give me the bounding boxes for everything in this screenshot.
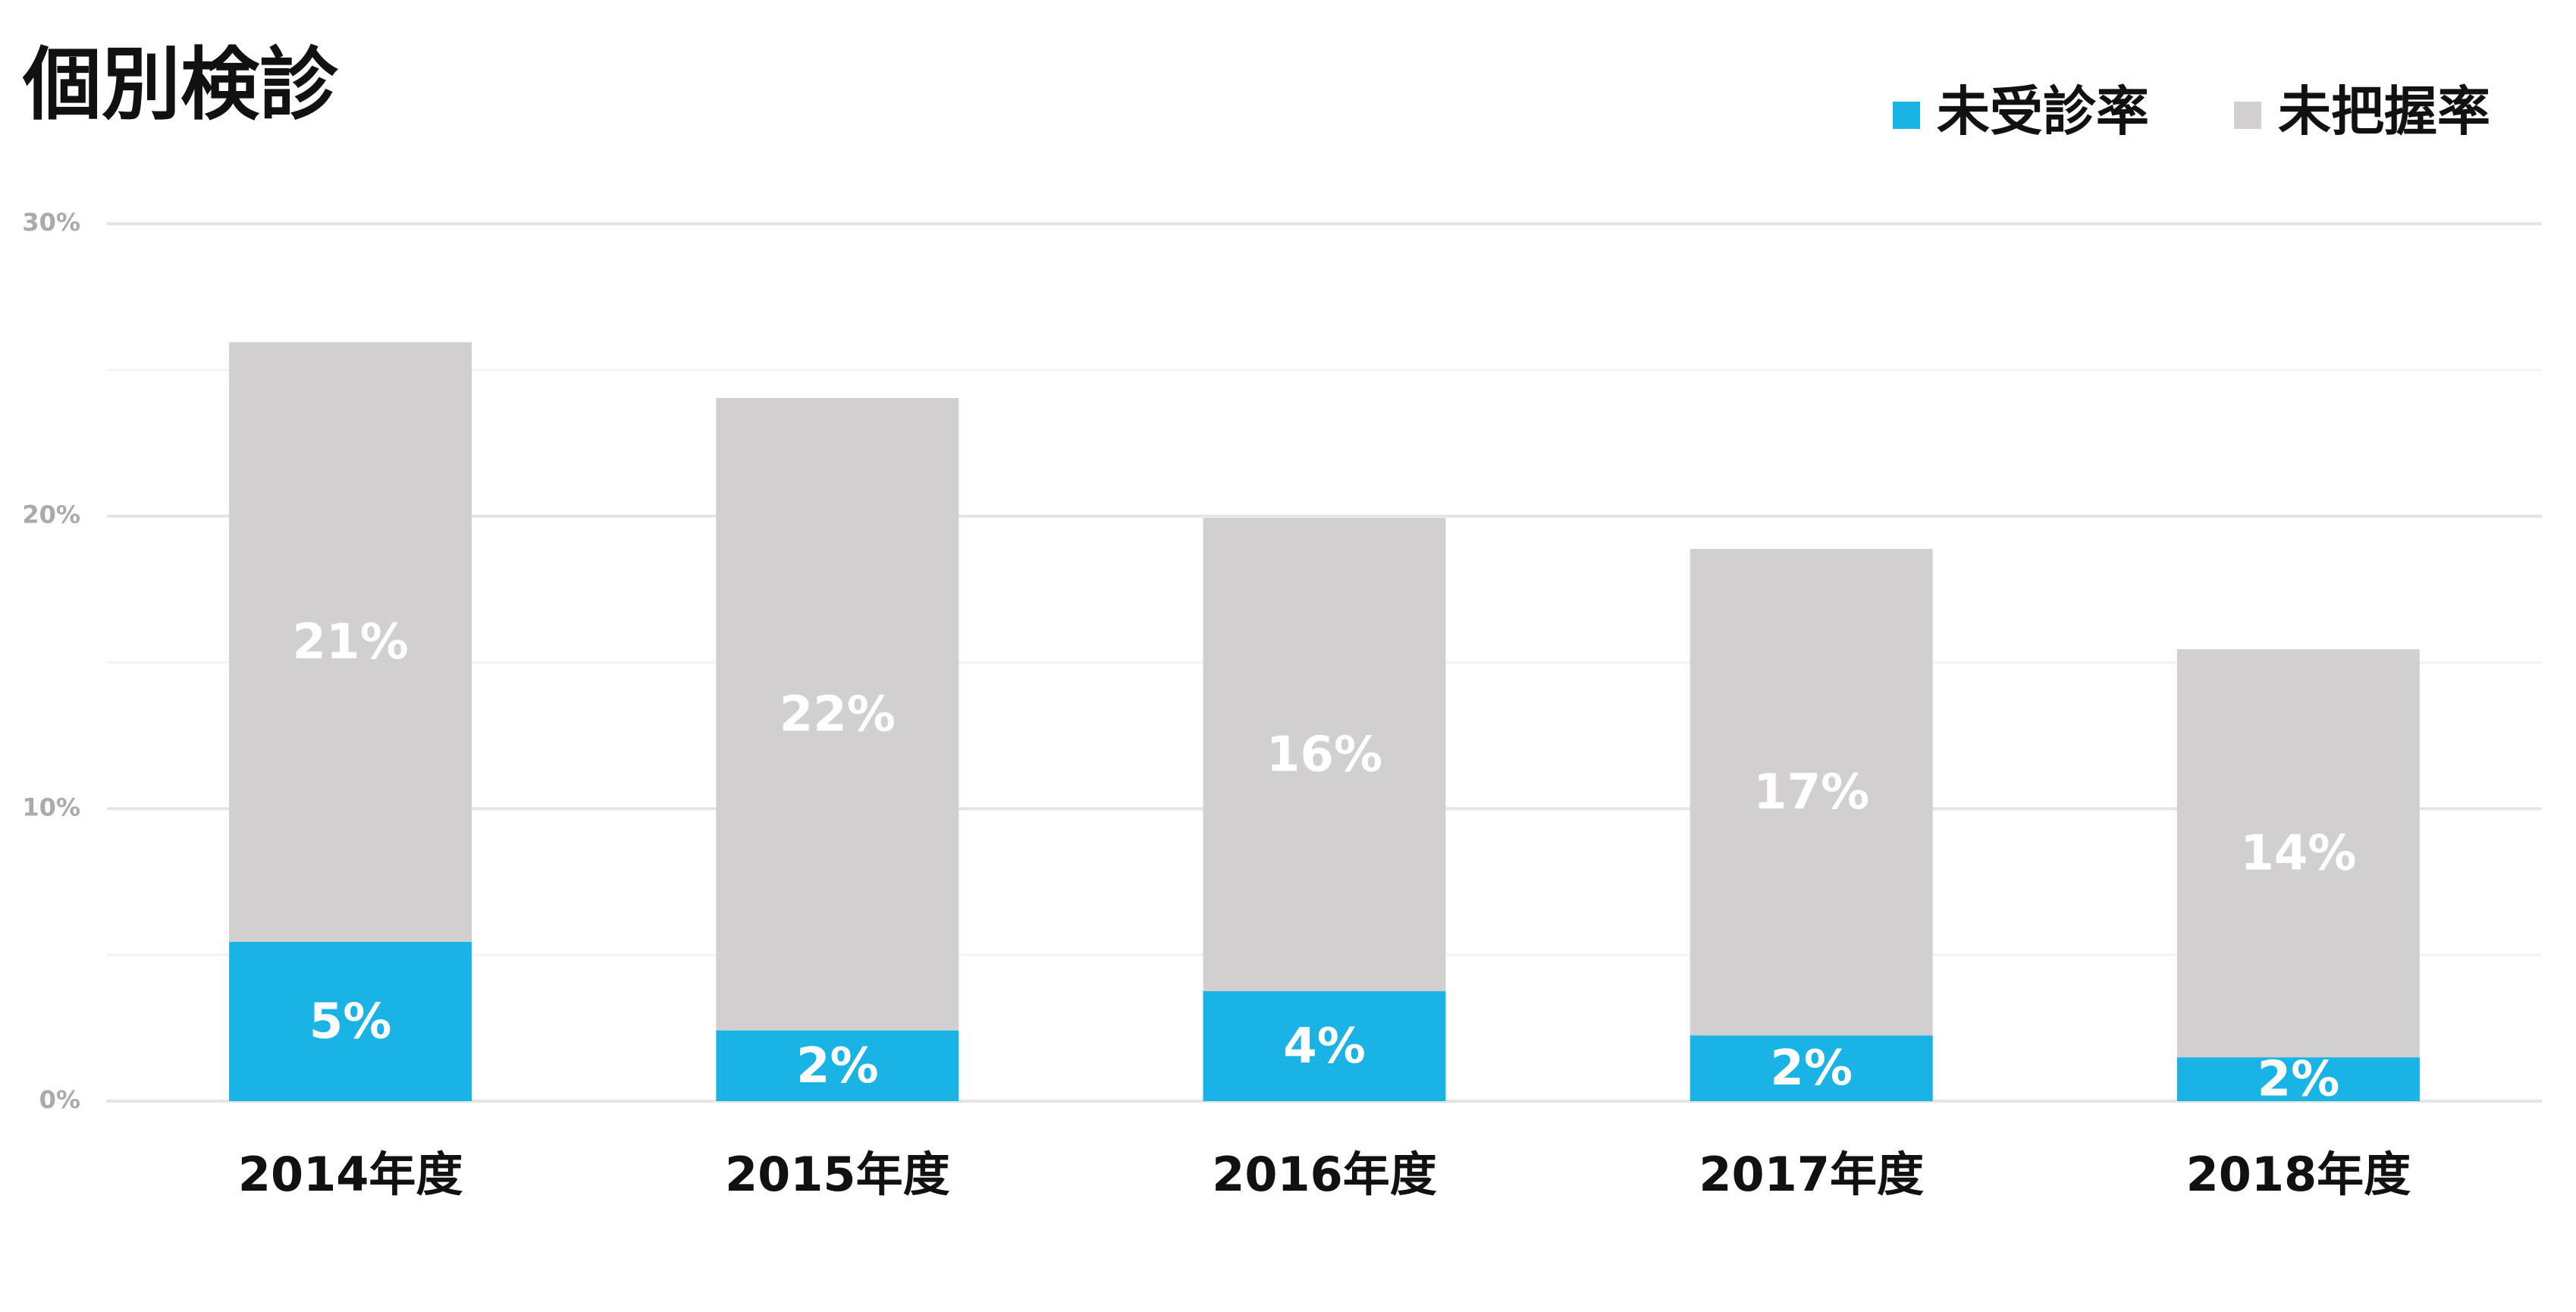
x-tick-label: 2016年度 — [1212, 1147, 1437, 1202]
legend-label: 未把握率 — [2278, 80, 2490, 143]
x-tick-label: 2015年度 — [725, 1147, 950, 1202]
data-label: 5% — [309, 993, 392, 1050]
bar-segment — [229, 941, 472, 1101]
y-tick-label: 10% — [22, 793, 80, 821]
x-tick-label: 2014年度 — [238, 1147, 463, 1202]
bar-segment — [2176, 1057, 2420, 1101]
data-label: 4% — [1283, 1019, 1366, 1075]
data-label: 17% — [1753, 764, 1869, 821]
bar-segment — [2176, 649, 2420, 1058]
bar-segment — [229, 342, 472, 942]
y-tick-label: 30% — [22, 208, 80, 237]
x-tick-label: 2018年度 — [2186, 1147, 2411, 1202]
x-tick-label: 2017年度 — [1699, 1147, 1924, 1202]
bar-segment — [1203, 517, 1446, 991]
data-label: 22% — [780, 686, 896, 742]
chart-title: 個別検診 — [22, 38, 339, 130]
bar-segment — [1690, 548, 1933, 1036]
data-label: 16% — [1266, 727, 1382, 783]
legend-label: 未受診率 — [1937, 80, 2149, 143]
bar-segment — [716, 1030, 959, 1101]
y-tick-label: 20% — [22, 501, 80, 529]
data-label: 2% — [1770, 1040, 1853, 1097]
bar-segment — [716, 397, 959, 1031]
data-label: 2% — [2258, 1052, 2340, 1108]
y-tick-label: 0% — [39, 1085, 80, 1114]
bar-segment — [1690, 1035, 1933, 1101]
legend-swatch — [1893, 102, 1920, 129]
legend-swatch — [2234, 102, 2261, 129]
data-label: 21% — [293, 614, 409, 670]
data-label: 2% — [796, 1038, 879, 1094]
data-label: 14% — [2240, 826, 2356, 882]
bar-segment — [1203, 990, 1446, 1101]
